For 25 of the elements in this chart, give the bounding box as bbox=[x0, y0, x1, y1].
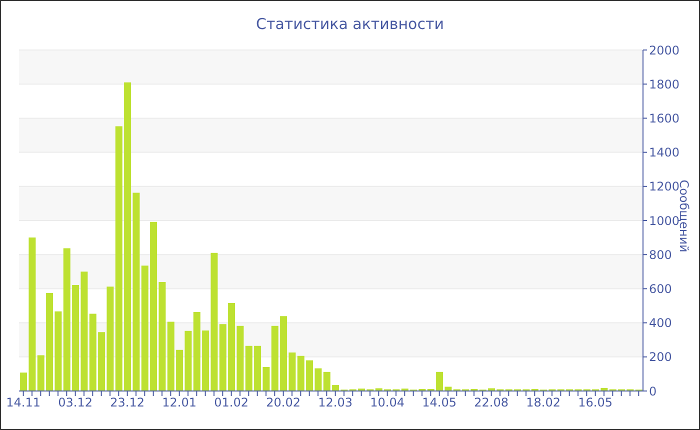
y-tick-label: 1000 bbox=[649, 214, 680, 228]
x-tick-label: 20.02 bbox=[266, 396, 301, 410]
x-tick-label: 10.04 bbox=[370, 396, 405, 410]
y-tick-label: 200 bbox=[649, 350, 672, 364]
y-tick-label: 2000 bbox=[649, 43, 680, 58]
x-tick-label: 23.12 bbox=[110, 396, 145, 410]
x-tick-label: 16.05 bbox=[578, 396, 613, 410]
y-tick-label: 1400 bbox=[649, 146, 680, 160]
y-tick-label: 800 bbox=[649, 248, 672, 262]
y-tick-label: 1800 bbox=[649, 77, 680, 92]
x-tick-label: 22.08 bbox=[474, 396, 509, 410]
chart-title: Статистика активности bbox=[255, 15, 445, 33]
y-tick-label: 600 bbox=[649, 282, 672, 296]
y-axis-title: Сообщений bbox=[677, 180, 691, 252]
y-tick-label: 1600 bbox=[649, 111, 680, 126]
x-tick-label: 01.02 bbox=[214, 396, 249, 410]
x-tick-label: 18.02 bbox=[526, 396, 561, 410]
y-tick-label: 0 bbox=[649, 384, 657, 398]
x-tick-label: 03.12 bbox=[58, 396, 93, 410]
y-tick-label: 400 bbox=[649, 316, 672, 330]
x-tick-label: 12.01 bbox=[162, 396, 197, 410]
x-tick-label: 14.11 bbox=[6, 396, 41, 410]
y-tick-label: 1200 bbox=[649, 180, 680, 194]
x-tick-label: 12.03 bbox=[318, 396, 353, 410]
x-tick-label: 14.05 bbox=[422, 396, 457, 410]
